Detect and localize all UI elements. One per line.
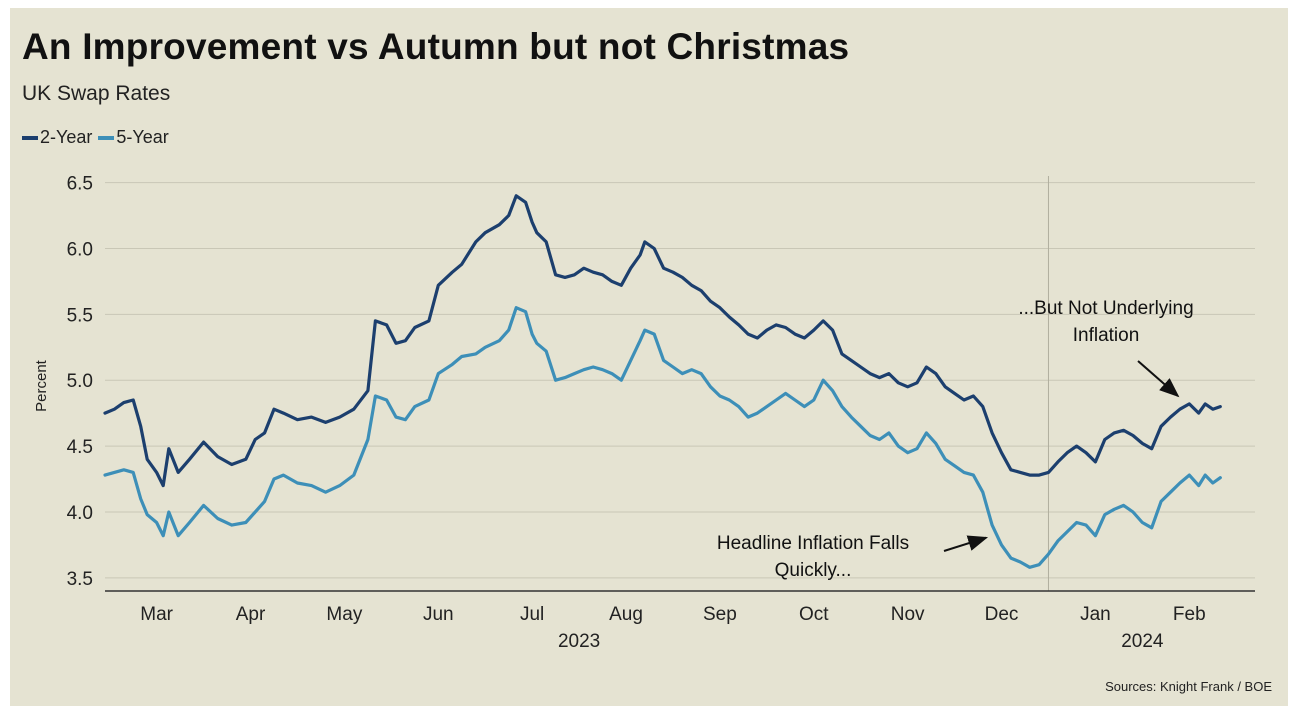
y-tick-label: 3.5 — [67, 569, 93, 590]
annotation-arrow — [943, 535, 989, 552]
x-tick-label: Apr — [236, 604, 266, 625]
annotation-text: Quickly... — [775, 560, 852, 581]
legend-label-2-year: 2-Year — [40, 127, 93, 147]
legend-label-5-year: 5-Year — [116, 127, 169, 147]
x-tick-label: Jul — [520, 604, 544, 625]
y-axis-title: Percent — [33, 359, 50, 412]
x-tick-label: Dec — [985, 604, 1019, 625]
x-tick-label: Jun — [423, 604, 454, 625]
y-tick-label: 4.0 — [67, 503, 93, 524]
y-tick-label: 6.5 — [67, 174, 93, 195]
x-tick-label: Jan — [1080, 604, 1111, 625]
y-tick-label: 4.5 — [67, 437, 93, 458]
y-tick-label: 5.0 — [67, 371, 93, 392]
legend-swatch-2-year — [22, 135, 38, 140]
annotation-arrow — [1137, 360, 1180, 398]
x-tick-label: Oct — [799, 604, 829, 625]
legend: 2-Year 5-Year — [22, 127, 169, 148]
series-line-2-year — [103, 194, 1222, 488]
source-note: Sources: Knight Frank / BOE — [1105, 679, 1272, 694]
chart-subtitle: UK Swap Rates — [22, 82, 171, 105]
chart-panel — [10, 8, 1288, 706]
legend-item-5-year: 5-Year — [98, 127, 169, 148]
series-line-5-year — [103, 306, 1222, 569]
x-tick-label: Feb — [1173, 604, 1206, 625]
chart-title: An Improvement vs Autumn but not Christm… — [22, 26, 850, 67]
annotation-text: Inflation — [1073, 325, 1140, 346]
legend-item-2-year: 2-Year — [22, 127, 92, 148]
x-tick-label: Sep — [703, 604, 737, 625]
x-year-label: 2024 — [1121, 631, 1164, 652]
x-tick-label: Nov — [891, 604, 925, 625]
x-year-label: 2023 — [558, 631, 600, 652]
y-tick-label: 6.0 — [67, 239, 93, 260]
annotation-text: ...But Not Underlying — [1018, 298, 1193, 319]
y-tick-label: 5.5 — [67, 305, 93, 326]
x-tick-label: Mar — [140, 604, 173, 625]
legend-swatch-5-year — [98, 135, 115, 140]
x-tick-label: Aug — [609, 604, 643, 625]
x-tick-label: May — [326, 604, 362, 625]
annotation-text: Headline Inflation Falls — [717, 533, 909, 554]
